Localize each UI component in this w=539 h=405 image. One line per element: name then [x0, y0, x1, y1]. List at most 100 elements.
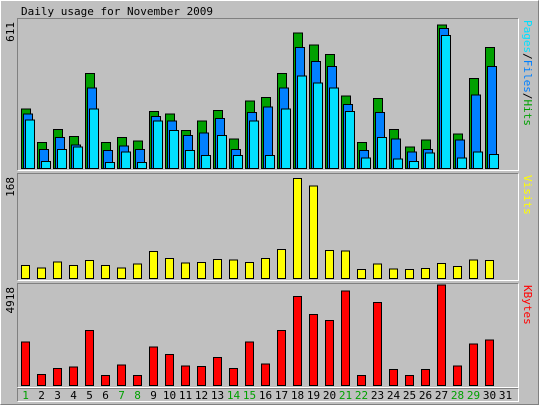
- bar-kbytes-day-17: [277, 329, 286, 386]
- x-tick-label-day-26: 26: [419, 389, 432, 402]
- bar-kbytes-day-27: [437, 284, 446, 387]
- bar-visits-day-21: [341, 250, 350, 280]
- bar-visits-day-3: [53, 261, 62, 280]
- bar-pages-day-22: [361, 157, 371, 169]
- bar-visits-day-8: [133, 263, 142, 280]
- bar-pages-day-12: [201, 154, 211, 170]
- bar-pages-day-6: [105, 162, 115, 170]
- bar-visits-day-20: [325, 250, 334, 279]
- bar-pages-day-29: [473, 151, 483, 170]
- bar-pages-day-14: [233, 154, 243, 170]
- bar-visits-day-6: [101, 264, 110, 279]
- bar-visits-day-29: [469, 259, 478, 279]
- x-tick-label-day-9: 9: [150, 389, 157, 402]
- bar-pages-day-11: [185, 150, 195, 169]
- panel-visits-frame-light-edge: [17, 173, 519, 281]
- panel-hits-frame-shadow-edge: [17, 18, 519, 171]
- x-axis-day-labels: 1 2 3 4 5 6 7 8 9 10 11 12 13 14 15 16 17 18 19 20 21 22 23 24 2…: [17, 388, 519, 402]
- bar-visits-day-13: [213, 258, 222, 280]
- bar-visits-day-16: [261, 257, 270, 279]
- bar-visits-day-1: [21, 264, 30, 279]
- x-tick-label-day-30: 30: [483, 389, 496, 402]
- x-tick-label-day-21: 21: [339, 389, 352, 402]
- x-tick-label-day-31: 31: [499, 389, 512, 402]
- x-axis-frame: [17, 388, 519, 402]
- bar-visits-day-25: [405, 269, 414, 280]
- ylabel-part-0: KBytes: [521, 285, 534, 325]
- panel-visits: 168 Visits: [4, 173, 534, 281]
- x-tick-label-day-22: 22: [355, 389, 368, 402]
- bar-kbytes-day-3: [53, 367, 62, 386]
- chart-title: Daily usage for November 2009: [21, 5, 213, 18]
- x-tick-label-day-20: 20: [323, 389, 336, 402]
- x-tick-label-day-12: 12: [195, 389, 208, 402]
- bar-kbytes-day-15: [245, 341, 254, 386]
- bar-visits-day-26: [421, 267, 430, 279]
- x-tick-label-day-13: 13: [211, 389, 224, 402]
- x-tick-label-day-3: 3: [54, 389, 61, 402]
- x-tick-label-day-24: 24: [387, 389, 401, 402]
- bar-pages-day-16: [265, 154, 275, 170]
- ylabel-part-0: Visits: [521, 175, 534, 215]
- bar-kbytes-day-24: [389, 369, 398, 386]
- panel-kbytes-max-label: 4918: [4, 287, 17, 314]
- bar-pages-day-21: [345, 111, 355, 169]
- bar-kbytes-day-13: [213, 356, 222, 386]
- x-tick-label-day-1: 1: [22, 389, 29, 402]
- bar-kbytes-day-12: [197, 366, 206, 386]
- bar-visits-day-15: [245, 261, 254, 279]
- bar-visits-day-10: [165, 257, 174, 279]
- x-tick-label-day-5: 5: [86, 389, 93, 402]
- bar-pages-day-13: [217, 134, 227, 169]
- bar-kbytes-day-18: [293, 296, 302, 387]
- bar-pages-day-28: [457, 157, 467, 169]
- bar-visits-day-9: [149, 251, 158, 279]
- panel-visits-max-label: 168: [4, 177, 17, 197]
- bar-kbytes-day-9: [149, 346, 158, 387]
- panel-hits-bars: [21, 24, 499, 170]
- bar-kbytes-day-5: [85, 329, 94, 386]
- bar-visits-day-11: [181, 262, 190, 279]
- panel-visits-frame-shadow-edge: [17, 173, 519, 281]
- bar-pages-day-2: [41, 160, 51, 169]
- bar-visits-day-17: [277, 248, 286, 279]
- bar-pages-day-30: [489, 153, 499, 169]
- chart-panels: 611 Pages/Files/Hits 168 Visits 4918 KBytes: [4, 18, 534, 388]
- bar-pages-day-15: [249, 120, 259, 170]
- bar-visits-day-12: [197, 261, 206, 279]
- bar-pages-day-19: [313, 82, 323, 169]
- bar-visits-day-7: [117, 267, 126, 279]
- bar-visits-day-2: [37, 267, 46, 279]
- x-tick-label-day-11: 11: [179, 389, 192, 402]
- bar-pages-day-23: [377, 137, 387, 170]
- bar-kbytes-day-23: [373, 302, 382, 386]
- ylabel-part-4: Hits: [521, 100, 534, 127]
- bar-kbytes-day-11: [181, 365, 190, 386]
- bar-kbytes-day-1: [21, 341, 30, 386]
- bar-kbytes-day-16: [261, 363, 270, 387]
- bar-visits-day-4: [69, 264, 78, 279]
- bar-files-day-30: [487, 65, 497, 169]
- bar-visits-day-14: [229, 259, 238, 279]
- bar-pages-day-8: [137, 162, 147, 170]
- bar-kbytes-day-20: [325, 319, 334, 386]
- ylabel-part-3: /: [521, 93, 534, 100]
- bar-pages-day-5: [89, 108, 99, 169]
- panel-visits-bars: [21, 178, 494, 280]
- bar-pages-day-4: [73, 146, 83, 169]
- bar-kbytes-day-7: [117, 364, 126, 387]
- x-tick-label-day-19: 19: [307, 389, 320, 402]
- x-tick-label-day-10: 10: [163, 389, 176, 402]
- panel-hits-ylabel: Pages/Files/Hits: [521, 20, 534, 126]
- x-axis-frame-light-edge: [17, 388, 519, 402]
- x-tick-label-day-6: 6: [102, 389, 109, 402]
- panel-hits-frame-light-edge: [17, 18, 519, 171]
- bar-pages-day-7: [121, 151, 131, 170]
- x-tick-label-day-16: 16: [259, 389, 272, 402]
- bar-visits-day-28: [453, 266, 462, 280]
- x-tick-label-day-8: 8: [134, 389, 141, 402]
- panel-hits: 611 Pages/Files/Hits: [4, 18, 534, 171]
- bar-visits-day-24: [389, 268, 398, 280]
